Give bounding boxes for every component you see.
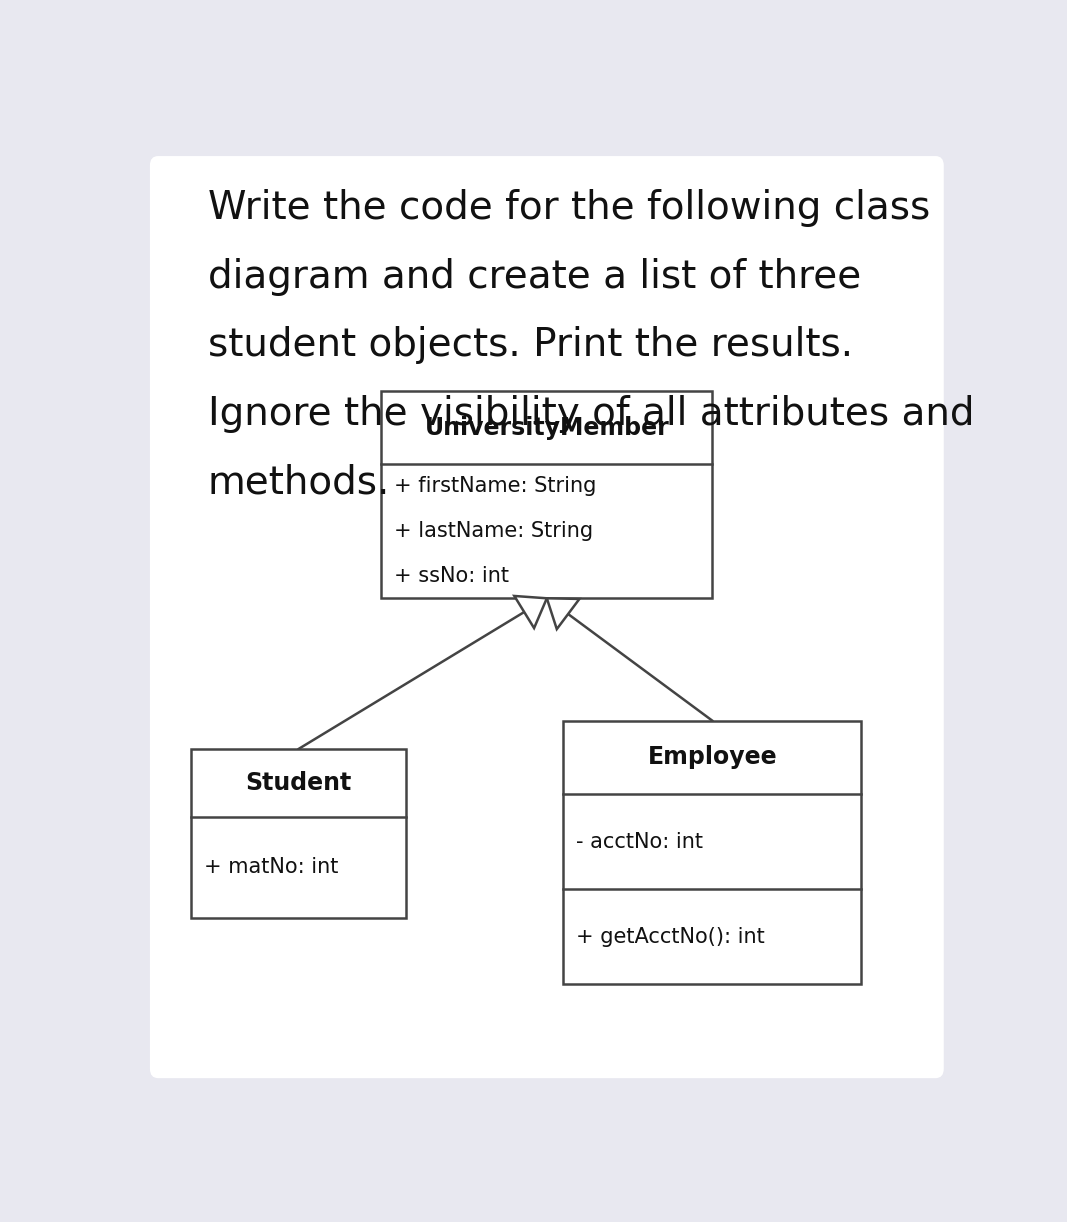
FancyBboxPatch shape [382, 391, 713, 599]
Text: + firstName: String: + firstName: String [394, 477, 596, 496]
Polygon shape [547, 599, 579, 629]
FancyBboxPatch shape [191, 749, 407, 918]
Text: + ssNo: int: + ssNo: int [394, 566, 509, 585]
Text: student objects. Print the results.: student objects. Print the results. [208, 326, 853, 364]
Text: Student: Student [245, 771, 352, 794]
Text: diagram and create a list of three: diagram and create a list of three [208, 258, 861, 296]
Text: + lastName: String: + lastName: String [394, 521, 593, 541]
Text: + getAcctNo(): int: + getAcctNo(): int [576, 926, 765, 947]
Text: Ignore the visibility of all attributes and: Ignore the visibility of all attributes … [208, 395, 974, 433]
Text: - acctNo: int: - acctNo: int [576, 832, 703, 852]
FancyBboxPatch shape [149, 156, 944, 1078]
Polygon shape [514, 596, 547, 628]
Text: methods.: methods. [208, 463, 391, 502]
Text: UniversityMember: UniversityMember [425, 415, 669, 440]
FancyBboxPatch shape [563, 721, 861, 984]
Text: + matNo: int: + matNo: int [204, 858, 338, 877]
Text: Write the code for the following class: Write the code for the following class [208, 189, 930, 227]
Text: Employee: Employee [648, 745, 777, 770]
